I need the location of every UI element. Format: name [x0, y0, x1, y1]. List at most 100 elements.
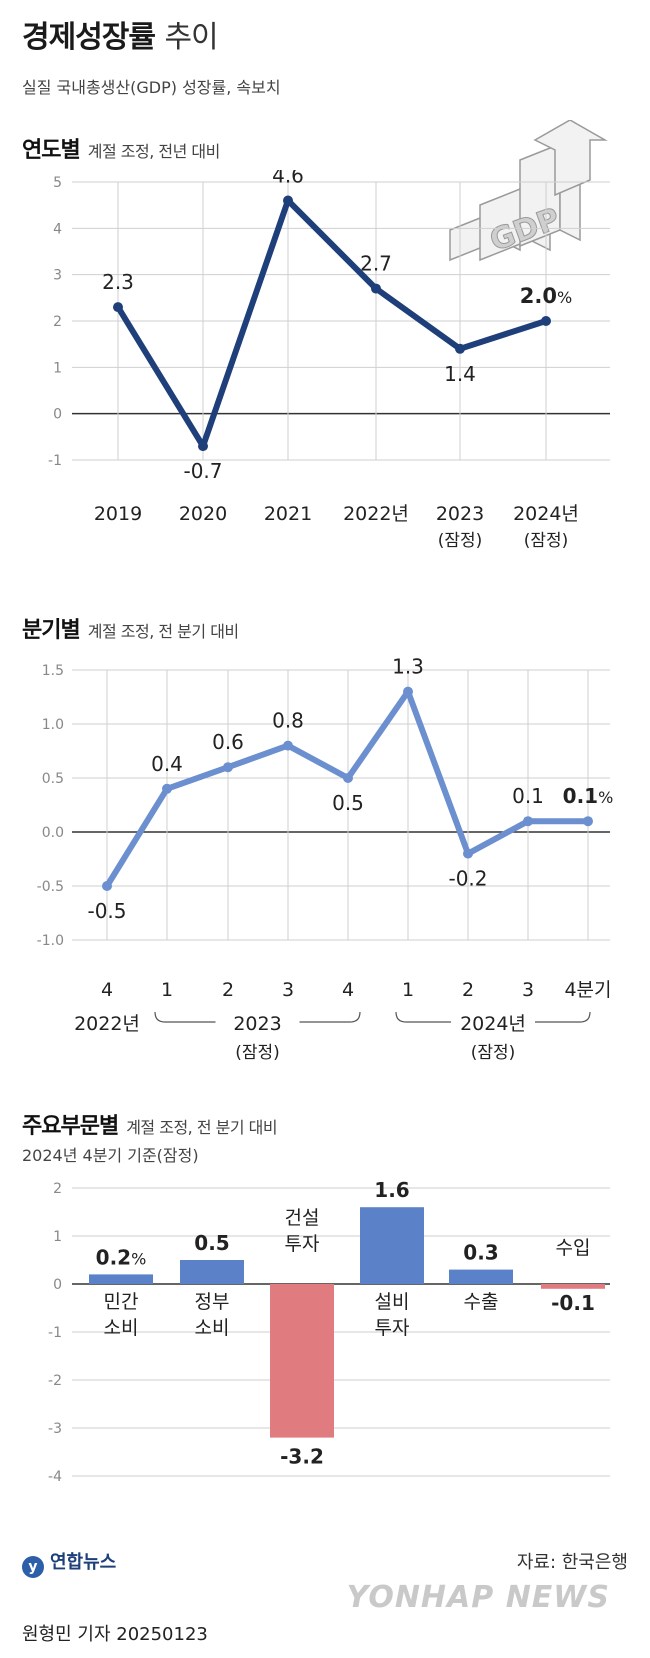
quarterly-point-0: [102, 881, 112, 891]
quarterly-note: 계절 조정, 전 분기 대비: [87, 622, 239, 641]
annual-ytick-0: 5: [53, 175, 62, 191]
annual-xsub-5: (잠정): [524, 531, 569, 551]
quarterly-title: 분기별: [22, 618, 81, 643]
sector-category-3-1: 투자: [375, 1317, 410, 1339]
sector-bar-4: [449, 1269, 513, 1284]
yonhap-logo-text: 연합뉴스: [50, 1552, 117, 1573]
annual-ytick-4: 1: [53, 360, 62, 376]
quarterly-xtick-3: 3: [282, 979, 294, 1001]
sector-bar-1: [180, 1260, 244, 1284]
quarterly-brace-right-1: [535, 1011, 591, 1023]
annual-ytick-5: 0: [53, 407, 62, 423]
yonhap-logo-icon: y: [22, 1556, 44, 1578]
quarterly-brace-left-1: [395, 1011, 451, 1023]
source-credit: 자료: 한국은행: [516, 1552, 628, 1573]
quarterly-brace-right-0: [299, 1011, 361, 1023]
quarterly-xtick-6: 2: [462, 979, 474, 1001]
annual-data-label-1: -0.7: [183, 459, 222, 483]
yonhap-logo: y 연합뉴스: [22, 1548, 116, 1578]
sector-category-2-0: 건설: [285, 1207, 320, 1229]
quarterly-last-unit: %: [598, 788, 613, 807]
quarterly-data-label-7: 0.1: [512, 784, 544, 808]
quarterly-point-3: [283, 740, 293, 751]
quarterly-year-label-1: 2023: [233, 1013, 281, 1035]
quarterly-ytick-5: -1.0: [37, 933, 64, 949]
watermark: YONHAP NEWS: [346, 1580, 610, 1615]
sector-title: 주요부문별: [22, 1114, 119, 1139]
quarterly-ytick-2: 0.5: [42, 771, 64, 787]
sector-subnote: 2024년 4분기 기준(잠정): [22, 1146, 199, 1165]
quarterly-year-label-2: 2024년: [460, 1013, 526, 1035]
quarterly-data-label-6: -0.2: [448, 867, 487, 891]
sector-category-2-1: 투자: [285, 1233, 320, 1255]
quarterly-point-2: [223, 762, 233, 773]
quarterly-xtick-0: 4: [101, 979, 113, 1001]
annual-point-3: [371, 283, 381, 294]
annual-data-label-2: 4.6: [272, 170, 304, 188]
annual-series-line: [115, 197, 547, 450]
sector-category-1-1: 소비: [195, 1317, 230, 1339]
quarterly-point-1: [162, 783, 172, 794]
quarterly-point-5: [403, 686, 413, 697]
sector-data-label-3: 1.6: [374, 1178, 409, 1202]
sector-data-label-0: 0.2%: [96, 1245, 147, 1269]
sector-category-4-0: 수출: [464, 1291, 499, 1313]
sector-bar-3: [360, 1207, 424, 1284]
quarterly-ytick-0: 1.5: [42, 663, 64, 679]
annual-data-label-0: 2.3: [102, 270, 134, 294]
sector-category-0-1: 소비: [104, 1317, 139, 1339]
sector-category-3-0: 설비: [375, 1291, 410, 1313]
quarterly-brace-left-0: [154, 1011, 216, 1023]
main-title-light: 추이: [164, 20, 218, 55]
annual-data-label-4: 1.4: [444, 362, 476, 386]
sector-first-unit: %: [131, 1249, 146, 1268]
quarterly-data-label-4: 0.5: [332, 791, 364, 815]
sector-ytick-1: 1: [53, 1229, 62, 1245]
annual-xtick-1: 2020: [179, 503, 227, 525]
sector-ytick-4: -2: [48, 1373, 62, 1389]
sector-bar-0: [89, 1274, 153, 1284]
sector-ytick-2: 0: [53, 1277, 62, 1293]
annual-note: 계절 조정, 전년 대비: [87, 142, 221, 161]
quarterly-point-6: [463, 848, 473, 859]
annual-xsub-4: (잠정): [438, 531, 483, 551]
quarterly-xtick-8: 4분기: [564, 979, 611, 1001]
quarterly-section-heading: 분기별 계절 조정, 전 분기 대비: [22, 612, 239, 644]
quarterly-growth-chart: 1.5 1.0 0.5 0.0 -0.5 -1.0 -0.5 0.4 0.6 0.8 0.5 1.3 -…: [37, 655, 614, 1063]
annual-ytick-3: 2: [53, 314, 62, 330]
quarterly-point-4: [343, 773, 353, 783]
main-title: 경제성장률 추이: [22, 12, 219, 56]
annual-point-0: [113, 302, 123, 313]
sector-section-heading: 주요부문별 계절 조정, 전 분기 대비: [22, 1108, 278, 1140]
annual-point-5: [541, 316, 551, 326]
sector-note: 계절 조정, 전 분기 대비: [126, 1118, 278, 1137]
sector-category-5-0: 수입: [556, 1237, 591, 1259]
sector-ytick-5: -3: [48, 1421, 62, 1437]
quarterly-xtick-2: 2: [222, 979, 234, 1001]
annual-point-4: [455, 343, 465, 354]
sector-data-label-2: -3.2: [280, 1445, 324, 1469]
annual-xtick-4: 2023: [436, 503, 484, 525]
annual-ytick-2: 3: [53, 268, 62, 284]
annual-point-2: [283, 195, 293, 206]
annual-title: 연도별: [22, 138, 81, 163]
sector-category-1-0: 정부: [195, 1291, 230, 1313]
quarterly-year-sublabel-2: (잠정): [471, 1043, 516, 1063]
annual-section-heading: 연도별 계절 조정, 전년 대비: [22, 132, 220, 164]
annual-xtick-0: 2019: [94, 503, 142, 525]
sector-data-label-1: 0.5: [194, 1231, 229, 1255]
quarterly-ytick-4: -0.5: [37, 879, 64, 895]
quarterly-xtick-7: 3: [522, 979, 534, 1001]
sector-ytick-6: -4: [48, 1469, 62, 1485]
quarterly-year-label-0: 2022년: [74, 1013, 140, 1035]
quarterly-data-label-3: 0.8: [272, 709, 304, 733]
annual-last-unit: %: [557, 288, 572, 307]
sector-ytick-3: -1: [48, 1325, 62, 1341]
annual-ytick-1: 4: [53, 221, 62, 237]
sector-data-label-5: -0.1: [551, 1291, 595, 1315]
sector-bar-5: [541, 1284, 605, 1289]
quarterly-point-7: [523, 816, 533, 827]
annual-xtick-5: 2024년: [513, 503, 579, 525]
annual-point-1: [198, 441, 208, 452]
subtitle: 실질 국내총생산(GDP) 성장률, 속보치: [22, 78, 281, 97]
